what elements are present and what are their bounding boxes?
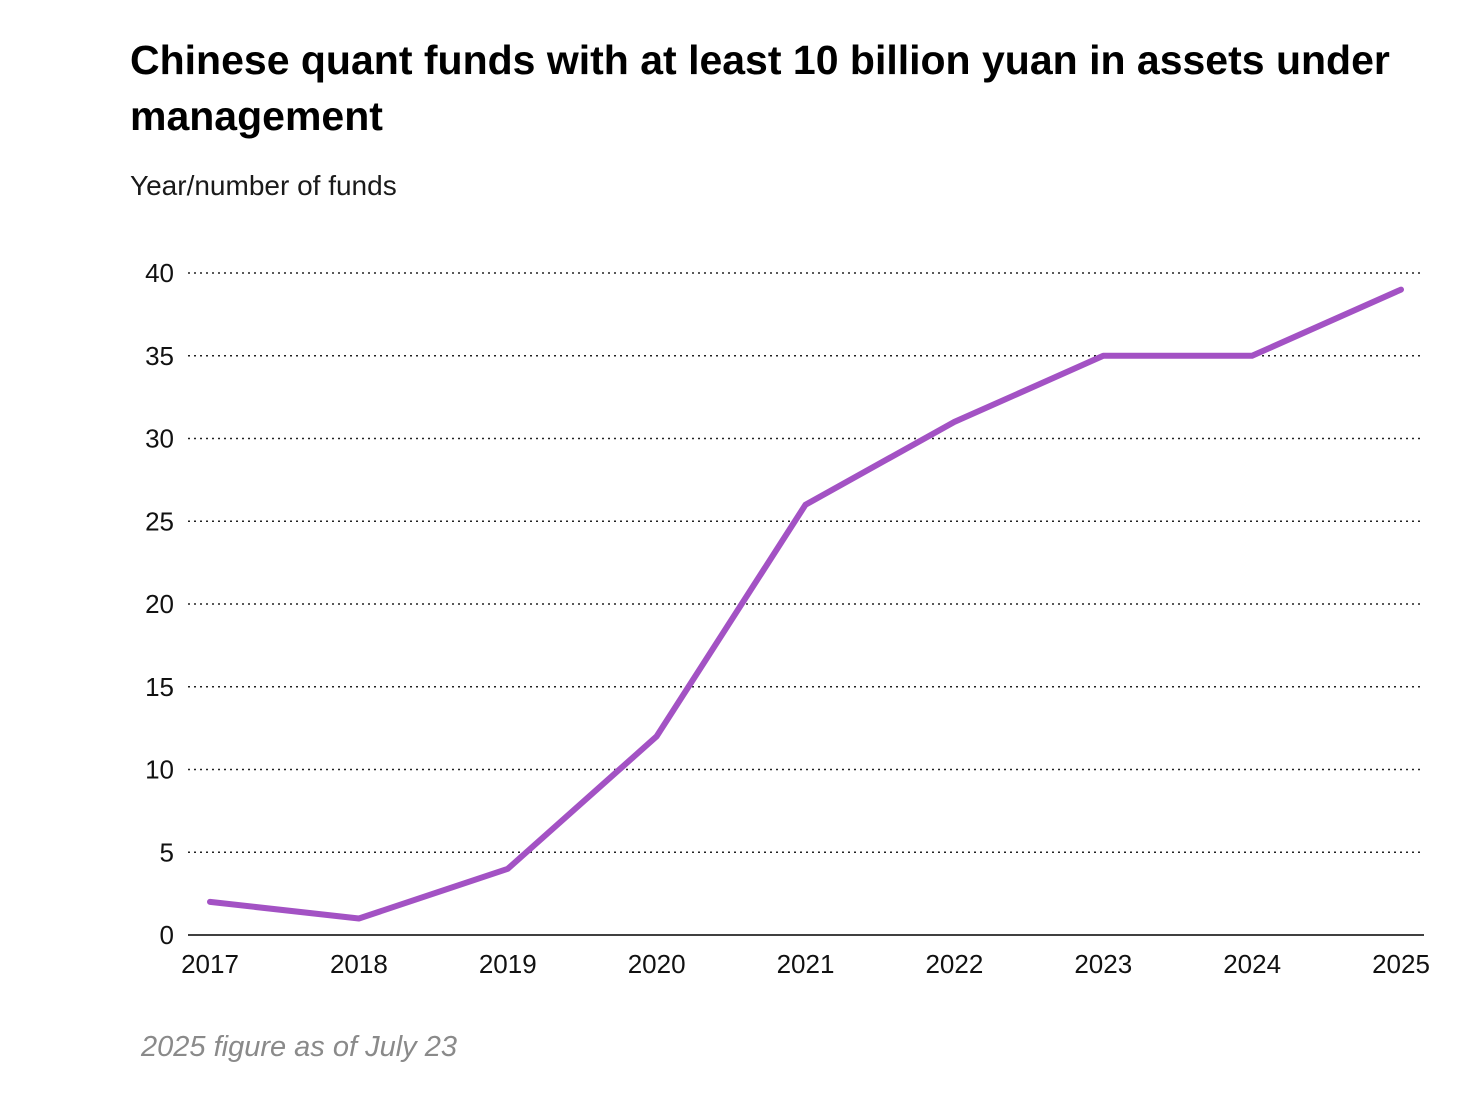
y-tick-label: 0 <box>160 920 174 950</box>
grid-lines <box>188 272 1424 854</box>
footnote: 2025 figure as of July 23 <box>141 1031 457 1063</box>
x-tick-label: 2024 <box>1223 949 1281 979</box>
x-tick-label: 2017 <box>181 949 239 979</box>
y-tick-label: 35 <box>145 341 174 371</box>
x-tick-label: 2025 <box>1372 949 1430 979</box>
y-tick-label: 40 <box>145 258 174 288</box>
x-tick-label: 2022 <box>925 949 983 979</box>
y-tick-label: 25 <box>145 506 174 536</box>
x-tick-label: 2019 <box>479 949 537 979</box>
x-tick-label: 2021 <box>777 949 835 979</box>
y-tick-label: 10 <box>145 755 174 785</box>
y-axis-tick-labels: 0 5 10 15 20 25 30 35 40 <box>145 258 174 950</box>
series-line <box>207 286 1404 922</box>
y-tick-label: 15 <box>145 672 174 702</box>
y-tick-label: 5 <box>160 837 174 867</box>
y-tick-label: 30 <box>145 424 174 454</box>
x-tick-label: 2020 <box>628 949 686 979</box>
x-tick-label: 2018 <box>330 949 388 979</box>
y-tick-label: 20 <box>145 589 174 619</box>
chart-subtitle: Year/number of funds <box>130 170 397 201</box>
x-axis-tick-labels: 2017 2018 2019 2020 2021 2022 2023 2024 2025 <box>181 949 1430 979</box>
x-tick-label: 2023 <box>1074 949 1132 979</box>
chart-title: Chinese quant funds with at least 10 bil… <box>130 37 1390 139</box>
